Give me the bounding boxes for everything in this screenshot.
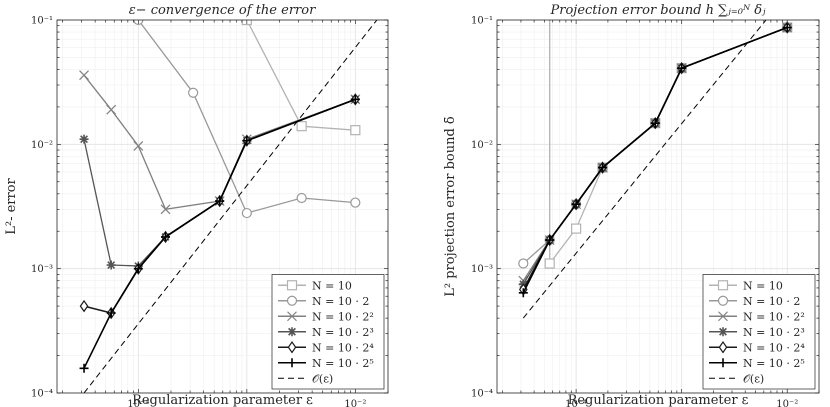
legend-entry-5: N = 10 · 2⁵ xyxy=(312,357,374,370)
chart-title: ε− convergence of the error xyxy=(129,3,316,18)
series-2-point xyxy=(79,70,89,81)
x-tick-label: 10⁻² xyxy=(776,399,798,407)
legend-marker-3 xyxy=(718,327,728,337)
legend-entry-0: N = 10 xyxy=(312,279,352,292)
y-tick-label: 10⁻¹ xyxy=(471,16,493,27)
legend-entry-6: 𝒪(ε) xyxy=(312,372,333,385)
y-tick-label: 10⁻⁴ xyxy=(31,389,53,400)
series-1-point xyxy=(188,87,199,98)
series-0-point xyxy=(571,223,582,234)
ticks xyxy=(497,19,820,394)
series-3-point xyxy=(79,134,89,144)
legend-marker-0 xyxy=(717,280,729,291)
series-5-point xyxy=(650,118,660,128)
series-5-point xyxy=(571,199,581,209)
chart-title: Projection error bound h ∑ⱼ₌₀ᴺ δⱼ xyxy=(550,3,767,18)
series-5-point xyxy=(106,308,116,318)
series-5-point xyxy=(677,63,687,73)
legend-marker-4 xyxy=(718,341,728,354)
x-axis-label: Regularization parameter ε xyxy=(132,393,313,407)
legend-marker-4 xyxy=(287,341,297,354)
series-5-point xyxy=(215,196,225,206)
legend-marker-5 xyxy=(287,358,297,368)
x-tick-label: 10⁻² xyxy=(344,399,366,407)
legend-entry-6: 𝒪(ε) xyxy=(743,372,764,385)
legend-marker-2 xyxy=(718,311,728,322)
series-3-point xyxy=(106,260,116,270)
y-axis-label: L² projection error bound δ̄ xyxy=(443,116,458,297)
y-tick-label: 10⁻¹ xyxy=(31,16,53,27)
y-axis-label: L²- error xyxy=(4,177,19,234)
series-0-point xyxy=(544,258,555,269)
series-5-point xyxy=(350,94,360,104)
legend-entry-1: N = 10 · 2 xyxy=(312,295,369,308)
grid xyxy=(497,20,819,393)
legend-entry-3: N = 10 · 2³ xyxy=(312,326,374,339)
series-1-point xyxy=(296,192,307,204)
chart-projection-error-bound: 10⁻⁴ 10⁻² 10⁻⁴ 10⁻³ 10⁻² 10⁻¹ Projection error… xyxy=(443,3,820,407)
legend-entry-5: N = 10 · 2⁵ xyxy=(743,357,805,370)
legend-entry-4: N = 10 · 2⁴ xyxy=(743,341,805,354)
x-axis-label: Regularization parameter ε xyxy=(568,393,749,407)
series-1-point xyxy=(350,197,361,208)
chart-epsilon-convergence: 10⁻⁴ 10⁻² 10⁻⁴ 10⁻³ 10⁻² 10⁻¹ ε− convergence o… xyxy=(4,3,389,407)
series-line-6 xyxy=(522,20,767,319)
series-5-point xyxy=(545,235,555,245)
legend-entry-0: N = 10 xyxy=(743,279,783,292)
legend-marker-0 xyxy=(286,280,298,291)
series-5-point xyxy=(161,232,171,242)
legend: N = 10 N = 10 · 2 N = 10 · 2² N = 10 · 2³ N … xyxy=(271,274,385,390)
legend-marker-1 xyxy=(717,295,729,306)
series-5-point xyxy=(242,136,252,146)
series-5-point xyxy=(133,264,143,274)
series-group xyxy=(79,20,378,393)
legend-entry-2: N = 10 · 2² xyxy=(312,310,374,323)
series-line-0 xyxy=(245,20,356,131)
series-1-point xyxy=(518,258,529,269)
x-tick-label: 10⁻⁴ xyxy=(565,399,587,407)
series-1-point xyxy=(241,207,252,219)
legend: N = 10 N = 10 · 2 N = 10 · 2² N = 10 · 2³ N … xyxy=(702,274,816,390)
series-5-point xyxy=(782,23,792,33)
legend-entry-1: N = 10 · 2 xyxy=(743,295,800,308)
legend-entry-4: N = 10 · 2⁴ xyxy=(312,341,374,354)
series-5-point xyxy=(598,163,608,173)
series-group xyxy=(518,20,793,319)
y-tick-label: 10⁻⁴ xyxy=(471,389,493,400)
legend-marker-2 xyxy=(287,311,297,322)
series-2-point xyxy=(133,141,144,151)
legend-entry-2: N = 10 · 2² xyxy=(743,310,805,323)
legend-marker-5 xyxy=(718,358,728,368)
y-tick-label: 10⁻² xyxy=(31,140,53,151)
series-4-point xyxy=(79,299,89,313)
series-2-point xyxy=(160,204,171,215)
series-line-1 xyxy=(136,20,356,214)
series-2-point xyxy=(106,104,117,115)
series-0-point xyxy=(350,125,361,136)
x-tick-label: 10⁻⁴ xyxy=(127,399,149,407)
series-5-point xyxy=(79,363,89,373)
y-tick-label: 10⁻³ xyxy=(471,264,493,275)
ticks xyxy=(57,19,389,394)
y-tick-label: 10⁻³ xyxy=(31,264,53,275)
series-line-6 xyxy=(83,20,378,393)
legend-entry-3: N = 10 · 2³ xyxy=(743,326,805,339)
series-0-point xyxy=(296,121,307,132)
legend-marker-1 xyxy=(286,295,298,306)
legend-marker-3 xyxy=(287,327,297,337)
y-tick-label: 10⁻² xyxy=(471,140,493,151)
series-5-point xyxy=(518,288,528,298)
